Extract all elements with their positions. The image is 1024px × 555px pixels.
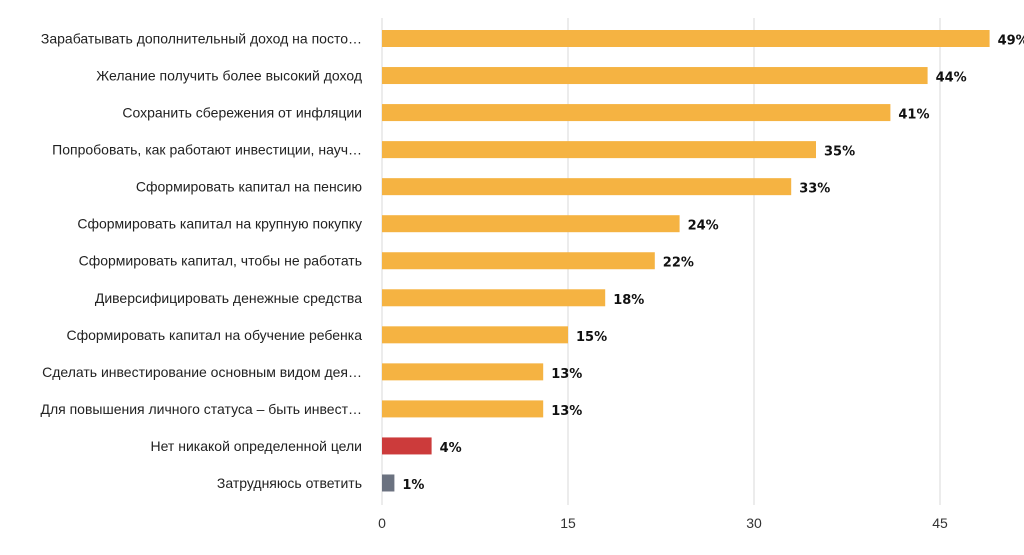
- category-label: Сделать инвестирование основным видом де…: [42, 364, 362, 380]
- category-label: Для повышения личного статуса – быть инв…: [40, 401, 362, 417]
- x-tick-label: 15: [560, 515, 576, 531]
- data-label: 33%: [799, 182, 830, 197]
- data-label: 41%: [898, 108, 929, 123]
- bar: [382, 400, 544, 418]
- bar: [382, 141, 816, 159]
- category-label: Затрудняюсь ответить: [217, 475, 362, 491]
- data-label: 49%: [998, 34, 1024, 49]
- bar: [382, 30, 990, 47]
- data-label: 13%: [551, 367, 582, 382]
- category-label: Попробовать, как работают инвестиции, на…: [52, 142, 362, 158]
- category-label: Диверсифицировать денежные средства: [95, 290, 362, 306]
- data-label: 44%: [936, 71, 967, 86]
- data-label: 22%: [663, 256, 694, 271]
- data-label: 24%: [688, 219, 719, 234]
- data-label: 35%: [824, 145, 855, 160]
- data-label: 15%: [576, 330, 607, 345]
- category-label: Сформировать капитал на обучение ребенка: [66, 327, 362, 343]
- bar: [382, 326, 568, 344]
- category-label: Нет никакой определенной цели: [151, 438, 363, 454]
- data-label: 1%: [402, 478, 424, 493]
- data-label: 18%: [613, 293, 644, 308]
- bar: [382, 289, 606, 307]
- x-tick-label: 30: [746, 515, 762, 531]
- data-label: 4%: [440, 441, 462, 456]
- data-label: 13%: [551, 404, 582, 419]
- x-tick-label: 45: [932, 515, 948, 531]
- category-label: Зарабатывать дополнительный доход на пос…: [41, 31, 362, 47]
- bar: [382, 437, 432, 455]
- category-label: Сформировать капитал, чтобы не работать: [79, 253, 362, 269]
- x-tick-label: 0: [378, 515, 386, 531]
- bar: [382, 474, 395, 492]
- category-labels: Зарабатывать дополнительный доход на пос…: [40, 31, 362, 491]
- bar: [382, 363, 544, 381]
- bar: [382, 104, 891, 122]
- bars: [382, 30, 990, 492]
- bar: [382, 178, 792, 196]
- bar: [382, 252, 655, 270]
- bar: [382, 67, 928, 85]
- category-label: Сохранить сбережения от инфляции: [122, 105, 362, 121]
- category-label: Желание получить более высокий доход: [96, 68, 362, 84]
- category-label: Сформировать капитал на пенсию: [136, 179, 362, 195]
- category-label: Сформировать капитал на крупную покупку: [77, 216, 362, 232]
- value-labels: 49% 44% 41% 35% 33% 24% 22% 18% 15% 13% 13% 4% 1%: [402, 34, 1024, 493]
- bar: [382, 215, 680, 233]
- x-axis-ticks: 0 15 30 45: [378, 515, 948, 531]
